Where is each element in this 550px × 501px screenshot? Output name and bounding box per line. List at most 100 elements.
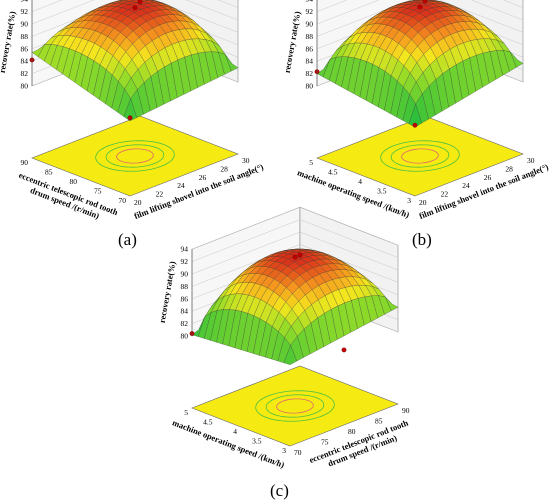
surface-cell bbox=[283, 344, 297, 365]
x-axis: 20 22 24 26 28 30 bbox=[419, 156, 535, 207]
z-tick-label: 90 bbox=[21, 20, 29, 29]
chart-svg: 80 82 84 86 88 90 92 94 recovery rate(%) 20 22 24 26… bbox=[0, 0, 265, 221]
x-tick-label: 20 bbox=[419, 198, 427, 207]
z-tick-label: 82 bbox=[181, 319, 189, 328]
contour-line bbox=[380, 140, 460, 172]
z-tick-label: 86 bbox=[21, 44, 29, 53]
x-tick-label: 75 bbox=[321, 438, 329, 447]
y-tick-label: 4.5 bbox=[328, 168, 338, 177]
y-tick-label: 85 bbox=[45, 168, 53, 177]
design-point bbox=[132, 5, 138, 11]
z-tick-label: 86 bbox=[181, 294, 189, 303]
chart-svg: 80 82 84 86 88 90 92 94 recovery rate(%) 20 22 24 26… bbox=[282, 0, 550, 221]
design-point bbox=[137, 0, 143, 5]
y-tick-label: 75 bbox=[94, 187, 102, 196]
x-tick-label: 24 bbox=[177, 181, 185, 190]
design-points bbox=[29, 0, 143, 121]
z-tick-label: 88 bbox=[181, 282, 189, 291]
z-tick-label: 92 bbox=[21, 7, 29, 16]
contour-line bbox=[265, 394, 325, 418]
contour-line bbox=[255, 390, 335, 422]
z-tick-label: 80 bbox=[21, 82, 29, 91]
design-point bbox=[292, 254, 298, 260]
y-tick-label: 4 bbox=[358, 177, 362, 186]
z-tick-label: 80 bbox=[306, 82, 314, 91]
design-point bbox=[297, 252, 303, 258]
gridline-z bbox=[191, 206, 399, 250]
design-points bbox=[189, 252, 347, 353]
response-surface bbox=[31, 0, 239, 122]
x-tick-label: 22 bbox=[441, 190, 449, 199]
z-axis-label: recovery rate(%) bbox=[157, 260, 178, 323]
y-tick-label: 90 bbox=[21, 158, 29, 167]
z-tick-label: 90 bbox=[181, 270, 189, 279]
design-point bbox=[422, 0, 428, 4]
y-axis: 70 75 80 85 90 bbox=[21, 158, 127, 205]
z-tick-label: 82 bbox=[306, 69, 314, 78]
z-tick-label: 84 bbox=[306, 57, 314, 66]
surface-cell bbox=[123, 98, 137, 122]
x-tick-label: 28 bbox=[220, 164, 228, 173]
y-axis: 3 3.5 4 4.5 5 bbox=[309, 158, 411, 205]
contour-floor bbox=[31, 115, 239, 197]
x-axis: 20 22 24 26 28 30 bbox=[134, 156, 250, 207]
gridline-z bbox=[316, 0, 524, 37]
x-tick-label: 22 bbox=[156, 190, 164, 199]
x-tick-label: 24 bbox=[462, 181, 470, 190]
y-tick-label: 4 bbox=[233, 427, 237, 436]
contour-floor bbox=[191, 365, 399, 447]
z-tick-label: 84 bbox=[181, 307, 189, 316]
y-tick-label: 4.5 bbox=[203, 418, 213, 427]
z-tick-label: 80 bbox=[181, 332, 189, 341]
x-tick-label: 90 bbox=[402, 406, 410, 415]
contour-line bbox=[390, 144, 450, 168]
gridline-z bbox=[31, 0, 239, 37]
design-point bbox=[127, 115, 133, 121]
chart-panel-c: 80 82 84 86 88 90 92 94 recovery rate(%) 70 75 80 85… bbox=[157, 206, 425, 470]
panel-label-a: (a) bbox=[118, 230, 137, 249]
response-surface bbox=[191, 248, 399, 365]
y-tick-label: 3.5 bbox=[377, 187, 387, 196]
x-tick-label: 80 bbox=[348, 427, 356, 436]
y-tick-label: 5 bbox=[309, 158, 313, 167]
gridline-z bbox=[191, 244, 399, 287]
contour-plane bbox=[191, 365, 399, 447]
gridline-z bbox=[31, 0, 239, 25]
surface-cell bbox=[408, 103, 422, 128]
x-tick-label: 30 bbox=[527, 156, 535, 165]
y-tick-label: 3.5 bbox=[252, 437, 262, 446]
x-tick-label: 28 bbox=[505, 164, 513, 173]
x-tick-label: 26 bbox=[484, 173, 492, 182]
z-tick-label: 84 bbox=[21, 57, 29, 66]
design-point bbox=[341, 347, 347, 353]
z-tick-label: 94 bbox=[306, 0, 314, 4]
chart-panel-a: 80 82 84 86 88 90 92 94 recovery rate(%) 20 22 24 26… bbox=[0, 0, 265, 228]
gridline-z bbox=[316, 0, 524, 25]
z-tick-label: 82 bbox=[21, 69, 29, 78]
y-tick-label: 5 bbox=[184, 408, 188, 417]
z-axis-label: recovery rate(%) bbox=[282, 10, 303, 73]
x-tick-label: 85 bbox=[375, 417, 383, 426]
z-tick-label: 94 bbox=[181, 245, 189, 254]
y-tick-label: 3 bbox=[282, 446, 286, 455]
y-tick-label: 3 bbox=[407, 196, 411, 205]
z-tick-label: 88 bbox=[306, 32, 314, 41]
contour-line bbox=[105, 144, 165, 168]
z-tick-label: 94 bbox=[21, 0, 29, 4]
x-tick-label: 26 bbox=[199, 173, 207, 182]
z-tick-label: 86 bbox=[306, 44, 314, 53]
z-axis-label: recovery rate(%) bbox=[0, 10, 17, 73]
contour-line bbox=[401, 148, 439, 164]
z-tick-label: 92 bbox=[306, 7, 314, 16]
panel-label-b: (b) bbox=[412, 230, 432, 249]
gridline-z bbox=[191, 219, 399, 262]
x-tick-label: 30 bbox=[242, 156, 250, 165]
panel-label-c: (c) bbox=[270, 481, 289, 500]
gridline-z bbox=[191, 231, 399, 275]
x-tick-label: 20 bbox=[134, 198, 142, 207]
